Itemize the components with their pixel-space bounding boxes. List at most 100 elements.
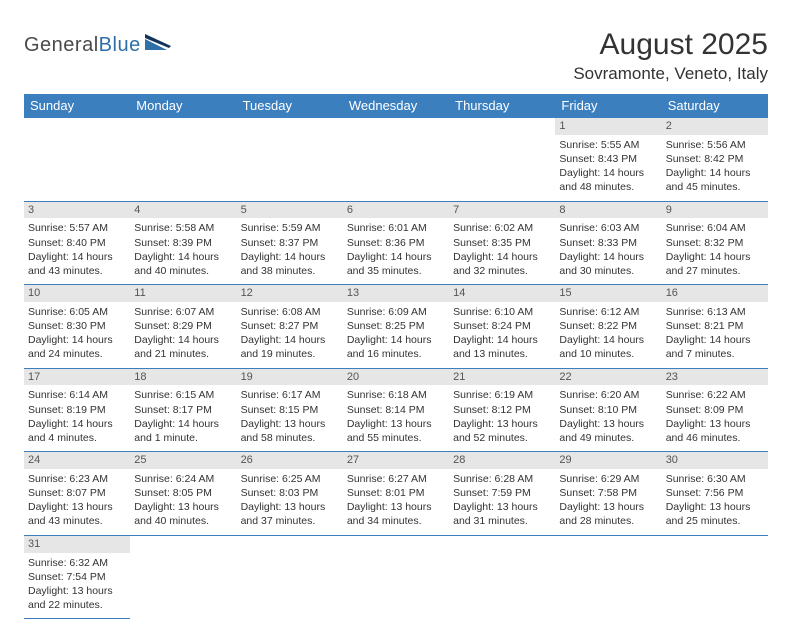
day-number: 26 [237,452,343,469]
sunrise-text: Sunrise: 6:23 AM [28,472,126,486]
sunrise-text: Sunrise: 6:01 AM [347,221,445,235]
calendar-cell: 31Sunrise: 6:32 AMSunset: 7:54 PMDayligh… [24,535,130,619]
sunset-text: Sunset: 8:05 PM [134,486,232,500]
day-number: 3 [24,202,130,219]
weekday-header: Sunday [24,94,130,118]
daylight-text: Daylight: 13 hours and 22 minutes. [28,584,126,612]
day-number: 18 [130,369,236,386]
sunrise-text: Sunrise: 5:55 AM [559,138,657,152]
day-number: 9 [662,202,768,219]
daylight-text: Daylight: 13 hours and 31 minutes. [453,500,551,528]
calendar-table: Sunday Monday Tuesday Wednesday Thursday… [24,94,768,619]
sunset-text: Sunset: 8:01 PM [347,486,445,500]
sunrise-text: Sunrise: 6:03 AM [559,221,657,235]
calendar-cell: 7Sunrise: 6:02 AMSunset: 8:35 PMDaylight… [449,201,555,285]
daylight-text: Daylight: 14 hours and 32 minutes. [453,250,551,278]
weekday-header: Tuesday [237,94,343,118]
day-number: 19 [237,369,343,386]
sunrise-text: Sunrise: 6:13 AM [666,305,764,319]
calendar-cell: 13Sunrise: 6:09 AMSunset: 8:25 PMDayligh… [343,285,449,369]
calendar-cell: 12Sunrise: 6:08 AMSunset: 8:27 PMDayligh… [237,285,343,369]
calendar-row: 3Sunrise: 5:57 AMSunset: 8:40 PMDaylight… [24,201,768,285]
calendar-cell [24,118,130,202]
calendar-cell: 23Sunrise: 6:22 AMSunset: 8:09 PMDayligh… [662,368,768,452]
daylight-text: Daylight: 14 hours and 27 minutes. [666,250,764,278]
sunrise-text: Sunrise: 6:08 AM [241,305,339,319]
day-number: 2 [662,118,768,135]
sunset-text: Sunset: 7:58 PM [559,486,657,500]
sunset-text: Sunset: 8:24 PM [453,319,551,333]
daylight-text: Daylight: 14 hours and 45 minutes. [666,166,764,194]
day-number: 27 [343,452,449,469]
calendar-row: 24 Sunrise: 6:23 AMSunset: 8:07 PM Dayligh… [24,452,768,536]
day-number: 25 [130,452,236,469]
calendar-cell: 6Sunrise: 6:01 AMSunset: 8:36 PMDaylight… [343,201,449,285]
daylight-text: Daylight: 14 hours and 43 minutes. [28,250,126,278]
sunrise-text: Sunrise: 6:07 AM [134,305,232,319]
calendar-cell [555,535,661,619]
sunset-text: Sunset: 8:07 PM [28,486,126,500]
sunrise-text: Sunrise: 6:17 AM [241,388,339,402]
calendar-cell [449,535,555,619]
calendar-cell: 5Sunrise: 5:59 AMSunset: 8:37 PMDaylight… [237,201,343,285]
sunset-text: Sunset: 8:42 PM [666,152,764,166]
sunrise-text: Sunrise: 6:04 AM [666,221,764,235]
day-number: 23 [662,369,768,386]
sunset-text: Sunset: 8:39 PM [134,236,232,250]
sunrise-text: Sunrise: 6:30 AM [666,472,764,486]
sunset-text: Sunset: 8:03 PM [241,486,339,500]
day-number: 12 [237,285,343,302]
calendar-cell: 22Sunrise: 6:20 AMSunset: 8:10 PMDayligh… [555,368,661,452]
day-number: 20 [343,369,449,386]
calendar-cell [343,118,449,202]
day-number: 30 [662,452,768,469]
calendar-cell: 8Sunrise: 6:03 AMSunset: 8:33 PMDaylight… [555,201,661,285]
calendar-cell: 17Sunrise: 6:14 AMSunset: 8:19 PMDayligh… [24,368,130,452]
calendar-cell: 3Sunrise: 5:57 AMSunset: 8:40 PMDaylight… [24,201,130,285]
sunset-text: Sunset: 8:43 PM [559,152,657,166]
weekday-header: Monday [130,94,236,118]
sunset-text: Sunset: 8:19 PM [28,403,126,417]
daylight-text: Daylight: 14 hours and 10 minutes. [559,333,657,361]
sunset-text: Sunset: 7:54 PM [28,570,126,584]
calendar-cell: 10Sunrise: 6:05 AMSunset: 8:30 PMDayligh… [24,285,130,369]
sunrise-text: Sunrise: 6:09 AM [347,305,445,319]
sunrise-text: Sunrise: 6:05 AM [28,305,126,319]
calendar-cell: 30 Sunrise: 6:30 AMSunset: 7:56 PMDayligh… [662,452,768,536]
calendar-cell: 18Sunrise: 6:15 AMSunset: 8:17 PMDayligh… [130,368,236,452]
calendar-cell [237,535,343,619]
page-title: August 2025 [573,28,768,62]
sunrise-text: Sunrise: 6:20 AM [559,388,657,402]
day-number: 17 [24,369,130,386]
day-number: 5 [237,202,343,219]
sunset-text: Sunset: 8:14 PM [347,403,445,417]
calendar-cell: 14Sunrise: 6:10 AMSunset: 8:24 PMDayligh… [449,285,555,369]
daylight-text: Daylight: 13 hours and 58 minutes. [241,417,339,445]
calendar-cell [130,118,236,202]
calendar-cell [237,118,343,202]
sunset-text: Sunset: 8:29 PM [134,319,232,333]
daylight-text: Daylight: 13 hours and 25 minutes. [666,500,764,528]
sunset-text: Sunset: 8:36 PM [347,236,445,250]
day-number: 11 [130,285,236,302]
daylight-text: Daylight: 14 hours and 1 minute. [134,417,232,445]
sunrise-text: Sunrise: 6:27 AM [347,472,445,486]
calendar-cell [343,535,449,619]
daylight-text: Daylight: 13 hours and 34 minutes. [347,500,445,528]
calendar-cell: 11Sunrise: 6:07 AMSunset: 8:29 PMDayligh… [130,285,236,369]
daylight-text: Daylight: 14 hours and 13 minutes. [453,333,551,361]
daylight-text: Daylight: 14 hours and 16 minutes. [347,333,445,361]
sunset-text: Sunset: 8:40 PM [28,236,126,250]
daylight-text: Daylight: 13 hours and 40 minutes. [134,500,232,528]
day-number: 1 [555,118,661,135]
weekday-header: Saturday [662,94,768,118]
day-number: 21 [449,369,555,386]
sunset-text: Sunset: 8:09 PM [666,403,764,417]
title-block: August 2025 Sovramonte, Veneto, Italy [573,28,768,84]
sunset-text: Sunset: 7:56 PM [666,486,764,500]
daylight-text: Daylight: 14 hours and 7 minutes. [666,333,764,361]
calendar-cell: 21Sunrise: 6:19 AMSunset: 8:12 PMDayligh… [449,368,555,452]
sunrise-text: Sunrise: 6:25 AM [241,472,339,486]
sunrise-text: Sunrise: 6:18 AM [347,388,445,402]
day-number: 24 [24,452,130,469]
